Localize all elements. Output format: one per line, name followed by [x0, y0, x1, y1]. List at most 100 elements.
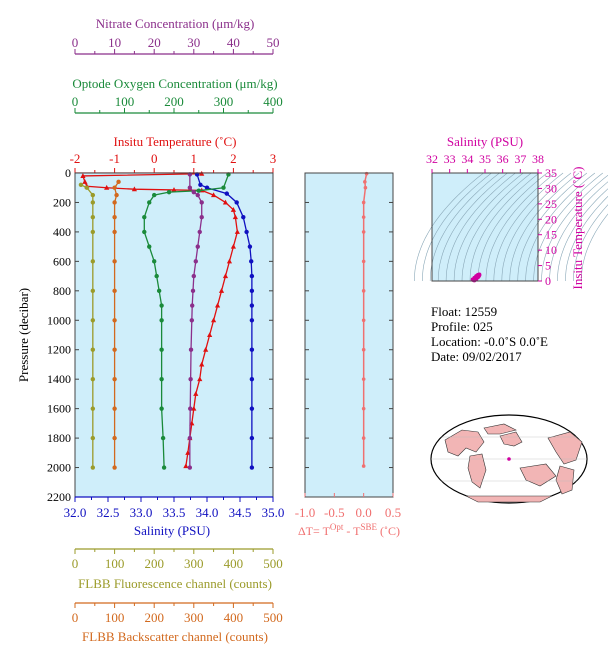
delta-t-label-sup1: Opt [330, 522, 344, 532]
map-land [444, 429, 485, 457]
backscatter-point [112, 406, 117, 411]
nitrate-tick-label: 20 [148, 35, 161, 50]
temperature-point [232, 214, 238, 220]
temperature-point [211, 192, 217, 198]
nitrate-point [195, 192, 200, 198]
temperature-point [222, 273, 229, 279]
ts-salinity-tick-label: 35 [479, 152, 491, 166]
temperature-axis-label: Insitu Temperature (˚C) [113, 134, 236, 149]
temperature-tick-label: -2 [70, 151, 81, 166]
ts-density-contour [541, 174, 608, 282]
salinity-tick-label: 33.0 [130, 505, 153, 520]
map-land [465, 495, 553, 503]
temperature-point [207, 332, 213, 337]
fluorescence-point [90, 435, 96, 441]
ts-density-contour [477, 172, 548, 282]
delta-t-point [363, 180, 367, 184]
pressure-tick-label: 1400 [47, 372, 71, 386]
temperature-point [185, 450, 191, 455]
ts-density-contour [422, 172, 492, 282]
oxygen-tick-label: 200 [164, 94, 184, 109]
temperature-point [230, 243, 236, 249]
temperature-point [222, 199, 229, 205]
salinity-point [234, 200, 239, 205]
fluorescence-axis-label: FLBB Fluorescence channel (counts) [78, 576, 272, 591]
ts-density-contour [469, 172, 540, 282]
temperature-tick-label: 2 [230, 151, 237, 166]
fluorescence-point [90, 229, 96, 235]
nitrate-point [191, 189, 196, 195]
temperature-point [171, 187, 177, 192]
delta-t-point [361, 436, 366, 440]
ts-temperature-tick-label: 25 [545, 197, 557, 211]
ts-temperature-tick-label: 5 [545, 259, 551, 273]
pressure-tick-label: 1800 [47, 431, 71, 445]
nitrate-point [187, 185, 193, 190]
salinity-point [249, 273, 255, 279]
oxygen-tick-label: 100 [115, 94, 135, 109]
nitrate-point [193, 259, 198, 264]
ts-salinity-tick-label: 37 [514, 152, 526, 166]
temperature-point [80, 173, 86, 178]
delta-t-tick-label: 0.0 [356, 505, 372, 520]
delta-t-label-mid: - T [343, 524, 361, 538]
salinity-tick-label: 35.0 [262, 505, 285, 520]
ts-density-contour [549, 181, 608, 282]
temperature-axis: Insitu Temperature (˚C) -2 -1 0 1 2 3 [70, 134, 276, 174]
nitrate-tick-label: 40 [227, 35, 240, 50]
temperature-point [226, 258, 233, 264]
fluorescence-tick-label: 200 [144, 556, 164, 571]
world-map [430, 414, 588, 504]
ts-salinity-tick-label: 32 [426, 152, 438, 166]
delta-t-tick-label: 0.5 [385, 505, 401, 520]
map-land [467, 453, 487, 489]
nitrate-point [197, 229, 202, 235]
ts-salinity-label: Salinity (PSU) [447, 134, 523, 149]
temperature-point [203, 346, 209, 352]
temperature-tick-label: 1 [191, 151, 198, 166]
profile-plot-background [75, 173, 273, 497]
fluorescence-tick-label: 500 [263, 556, 283, 571]
backscatter-point [112, 259, 117, 264]
delta-t-point [361, 347, 366, 352]
temperature-tick-label: -1 [109, 151, 120, 166]
salinity-point [249, 465, 255, 470]
nitrate-point [187, 435, 193, 441]
profile-number: Profile: 025 [431, 319, 493, 334]
temperature-point [230, 207, 236, 212]
oxygen-axis: Optode Oxygen Concentration (μm/kg) 0 100… [72, 76, 283, 114]
pressure-tick-label: 1600 [47, 402, 71, 416]
ts-temperature-tick-label: 20 [545, 212, 557, 226]
pressure-tick-label: 200 [53, 195, 71, 209]
nitrate-point [188, 406, 193, 411]
salinity-point [244, 229, 249, 235]
nitrate-point [191, 273, 196, 279]
ts-density-contour [461, 172, 532, 282]
ts-density-contour [517, 172, 588, 282]
backscatter-point [112, 465, 117, 470]
oxygen-point [156, 288, 162, 294]
backscatter-point [112, 318, 117, 323]
fluorescence-point [90, 288, 96, 294]
temperature-point [218, 288, 225, 293]
delta-t-label-unit: (˚C) [377, 524, 400, 538]
delta-t-point [361, 406, 366, 411]
fluorescence-point [90, 465, 96, 470]
fluorescence-point [90, 192, 96, 198]
oxygen-point [147, 244, 152, 249]
backscatter-tick-label: 0 [72, 610, 79, 625]
salinity-tick-label: 32.0 [64, 505, 87, 520]
salinity-axis: 32.0 32.5 33.0 33.5 34.0 34.5 35.0 Salinity (P… [64, 496, 285, 538]
salinity-tick-label: 34.5 [229, 505, 252, 520]
nitrate-point [188, 376, 193, 382]
salinity-point [204, 185, 210, 190]
pressure-tick-label: 400 [53, 225, 71, 239]
float-location-marker [507, 457, 511, 461]
oxygen-point [159, 406, 164, 411]
fluorescence-axis: 0 100 200 300 400 500 FLBB Fluorescence chann… [72, 548, 283, 591]
pressure-tick-label: 600 [53, 254, 71, 268]
delta-t-label-sup2: SBE [361, 522, 378, 532]
delta-t-point [361, 464, 366, 468]
oxygen-point [166, 189, 172, 195]
ts-temperature-tick-label: 35 [545, 166, 557, 180]
